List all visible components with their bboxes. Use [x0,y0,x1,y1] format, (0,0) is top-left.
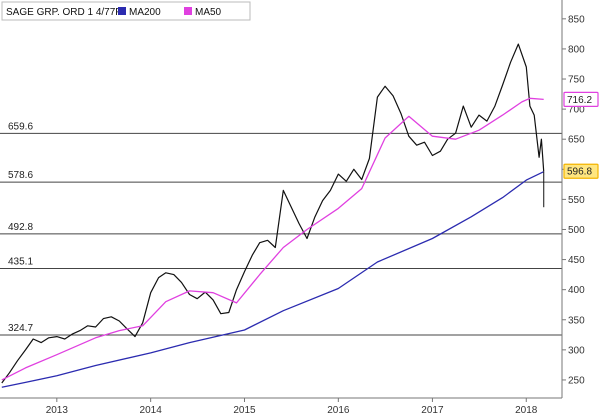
x-tick-label: 2014 [140,405,163,416]
value-tag-box [563,91,599,107]
legend-label: MA200 [129,7,161,18]
y-tick-label: 350 [568,315,585,326]
level-label: 659.6 [8,121,33,132]
horizontal-levels: 659.6 578.6 492.8 435.1 324.7 [0,121,562,336]
series-lines [1,43,545,388]
y-tick-label: 750 [568,75,585,86]
level-label: 435.1 [8,257,33,268]
level-label: 324.7 [8,323,33,334]
x-tick-label: 2013 [46,405,69,416]
legend-label: MA50 [195,7,222,18]
level-label: 492.8 [8,222,33,233]
ma50-line [1,97,544,381]
x-tick-label: 2018 [515,405,538,416]
legend-label: SAGE GRP. ORD 1 4/77P [6,7,122,18]
legend-swatch [184,7,192,15]
value-tag-label: 596.8 [567,167,592,178]
y-tick-label: 850 [568,14,585,25]
ma200-line [1,171,544,388]
value-tag-box [563,163,599,179]
y-tick-label: 800 [568,44,585,55]
y-tick-label: 700 [568,105,585,116]
x-tick-label: 2017 [421,405,444,416]
axes: 2503003504004505005506006507007508008502… [0,0,585,416]
value-tags: 716.2 596.8 [563,91,599,179]
y-tick-label: 500 [568,225,585,236]
value-tag-label: 716.2 [567,95,592,106]
level-label: 578.6 [8,170,33,181]
y-tick-label: 450 [568,255,585,266]
price-line [1,43,545,384]
y-tick-label: 300 [568,345,585,356]
y-tick-label: 550 [568,195,585,206]
y-tick-label: 250 [568,375,585,386]
y-tick-label: 650 [568,135,585,146]
x-tick-label: 2015 [233,405,256,416]
y-tick-label: 400 [568,285,585,296]
x-tick-label: 2016 [327,405,350,416]
legend-swatch [118,7,126,15]
legend: SAGE GRP. ORD 1 4/77P MA200 MA50 [1,1,251,21]
